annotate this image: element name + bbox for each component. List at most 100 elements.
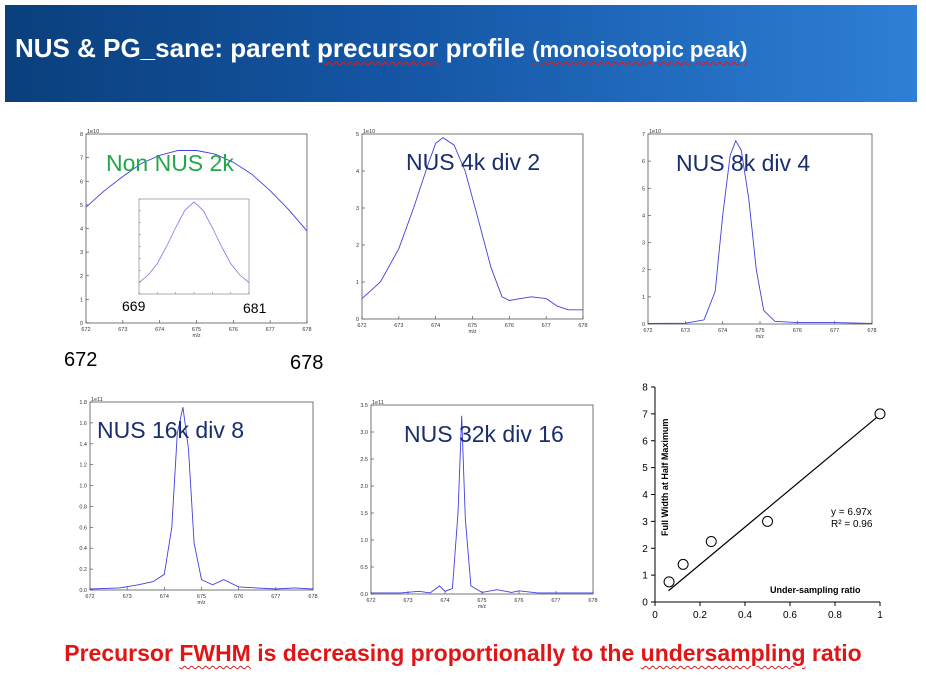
plot4-y-tick-label: 0.4 (79, 546, 87, 552)
scatter-y-tick-label: 1 (642, 571, 648, 582)
plot1-x-tick-label: 673 (118, 327, 127, 333)
scatter-y-tick-label: 4 (642, 490, 648, 501)
plot1-x-tick-label: 678 (302, 327, 311, 333)
plot2-x-tick-label: 676 (505, 323, 514, 329)
plot2-y-tick-label: 3 (356, 206, 359, 212)
plot1-y-tick-label: 6 (80, 179, 83, 185)
footer-word-undersampling: undersampling (640, 640, 806, 666)
plot2-series-line (361, 137, 583, 311)
plot5-x-tick-label: 673 (403, 598, 412, 604)
plot3-x-tick-label: 675 (755, 328, 764, 334)
scatter-x-tick-label: 1 (877, 610, 883, 621)
title-prefix: NUS & PG_sane: parent (15, 33, 317, 63)
plot4-x-tick-label: 676 (234, 594, 243, 600)
plot5-y-tick-label: 2.5 (360, 457, 368, 463)
scatter-x-axis-label: Under-sampling ratio (770, 585, 861, 595)
plot5-x-tick-label: 672 (366, 598, 375, 604)
plot1-y-tick-label: 7 (80, 156, 83, 162)
plot1-x-tick-label: 674 (155, 327, 164, 333)
plot3-series-line (647, 139, 873, 324)
plot2-exponent-label: 1e10 (363, 129, 375, 135)
scatter-point (677, 558, 689, 570)
plot5-x-axis-label: m/z (478, 604, 487, 610)
plot1-y-tick-label: 1 (80, 297, 83, 303)
plot1-series-line (85, 150, 308, 232)
scatter-r-squared: R² = 0.96 (831, 519, 873, 530)
scatter-equation: y = 6.97x (831, 507, 872, 518)
inset-x-label-left: 669 (122, 298, 146, 314)
plot3-x-tick-label: 672 (643, 328, 652, 334)
plot4-x-tick-label: 675 (197, 594, 206, 600)
inset-series-line (138, 201, 250, 283)
plot3-y-tick-label: 4 (642, 213, 645, 219)
title-subtitle: (monoisotopic peak) (532, 37, 748, 62)
plot5-y-tick-label: 0.5 (360, 565, 368, 571)
plot1-y-tick-label: 5 (80, 203, 83, 209)
plot2-x-tick-label: 677 (542, 323, 551, 329)
plot4-title: NUS 16k div 8 (97, 417, 244, 443)
plot4-x-tick-label: 674 (160, 594, 169, 600)
slide-title: NUS & PG_sane: parent precursor profile … (15, 33, 747, 64)
outer-x-label-right: 678 (290, 352, 324, 374)
plot4-y-tick-label: 0.2 (79, 567, 87, 573)
plot3-x-tick-label: 676 (793, 328, 802, 334)
plot3-y-tick-label: 3 (642, 241, 645, 247)
footer-conclusion: Precursor FWHM is decreasing proportiona… (0, 640, 926, 667)
scatter-point (663, 576, 675, 588)
plot5-x-tick-label: 674 (440, 598, 449, 604)
scatter-y-tick-label: 0 (642, 598, 648, 609)
plot3-x-tick-label: 678 (867, 328, 876, 334)
plot5-y-tick-label: 1.5 (360, 511, 368, 517)
plot2-x-tick-label: 674 (431, 323, 440, 329)
plot5-y-tick-label: 3.0 (360, 430, 368, 436)
plot2-y-tick-label: 4 (356, 169, 359, 175)
plot2-x-tick-label: 673 (394, 323, 403, 329)
plot3-y-tick-label: 5 (642, 186, 645, 192)
plot5-y-tick-label: 0.0 (360, 592, 368, 598)
plot5-series-line (371, 415, 593, 594)
plot4-x-axis-label: m/z (197, 600, 206, 606)
plot4-x-tick-label: 677 (271, 594, 280, 600)
scatter-y-tick-label: 6 (642, 436, 648, 447)
plot1-x-axis-label: m/z (192, 333, 201, 339)
plot5-x-tick-label: 677 (551, 598, 560, 604)
scatter-y-tick-label: 8 (642, 383, 648, 394)
plot2-x-axis-label: m/z (468, 329, 477, 335)
scatter-x-tick-label: 0.4 (738, 610, 752, 621)
plot3-y-tick-label: 7 (642, 132, 645, 138)
scatter-x-tick-label: 0.6 (783, 610, 797, 621)
plot4-x-tick-label: 672 (85, 594, 94, 600)
plot1-y-tick-label: 8 (80, 132, 83, 138)
plot5-x-tick-label: 675 (477, 598, 486, 604)
inset-x-label-right: 681 (243, 300, 267, 316)
plot5-x-tick-label: 678 (588, 598, 597, 604)
plot4-y-tick-label: 1.6 (79, 421, 87, 427)
plot4-y-tick-label: 1.8 (79, 400, 87, 406)
plot1-y-tick-label: 3 (80, 250, 83, 256)
scatter-x-tick-label: 0.2 (693, 610, 707, 621)
footer-prefix: Precursor (64, 640, 180, 666)
scatter-point (874, 408, 886, 420)
plot2-x-tick-label: 672 (357, 323, 366, 329)
plot1-x-tick-label: 677 (266, 327, 275, 333)
plot1-y-tick-label: 0 (80, 321, 83, 327)
plot3-x-axis-label: m/z (756, 334, 765, 340)
plot2-y-tick-label: 5 (356, 132, 359, 138)
plot4-y-tick-label: 0.8 (79, 504, 87, 510)
plot5-exponent-label: 1e11 (372, 400, 384, 406)
scatter-y-tick-label: 5 (642, 463, 648, 474)
scatter-x-tick-label: 0.8 (828, 610, 842, 621)
title-bar: NUS & PG_sane: parent precursor profile … (5, 5, 917, 102)
plot5-x-tick-label: 676 (514, 598, 523, 604)
scatter-x-tick-label: 0 (652, 610, 658, 621)
plot3-x-tick-label: 674 (718, 328, 727, 334)
title-word-precursor: precursor (316, 33, 439, 63)
plot4-x-tick-label: 678 (308, 594, 317, 600)
scatter-y-tick-label: 7 (642, 409, 648, 420)
plot3-title: NUS 8k div 4 (676, 150, 810, 176)
plot4-y-tick-label: 1.0 (79, 484, 87, 490)
plot4-frame (89, 401, 314, 591)
footer-mid: is decreasing proportionally to the (250, 640, 641, 666)
